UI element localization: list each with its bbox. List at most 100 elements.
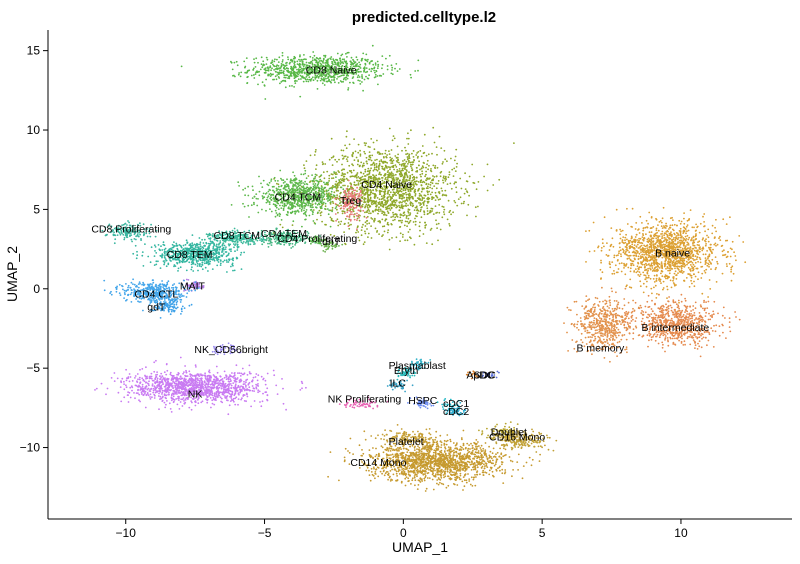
cell-point [279,223,282,226]
cell-point [424,175,426,178]
cell-point [348,188,351,190]
cell-point [451,168,454,171]
cell-point [319,180,321,183]
cell-point [231,263,234,266]
cell-point [253,203,255,206]
cell-point [454,170,457,173]
cell-point [367,232,370,235]
cell-point [288,207,290,210]
cell-point [398,168,401,170]
cell-point [463,200,465,203]
cell-point [309,188,311,191]
cell-point [429,169,432,172]
cell-point [247,185,250,188]
cell-point [149,235,152,238]
cell-point [460,187,463,190]
cell-point [155,260,158,263]
cell-point [273,60,276,63]
cell-point [433,141,436,144]
cell-point [372,141,375,144]
cell-point [314,183,317,185]
cell-point [380,210,382,212]
cell-point [347,179,350,182]
cell-point [377,201,380,204]
cell-point [396,169,399,171]
cell-point [353,138,355,141]
cell-point [381,210,384,213]
cell-point [400,221,403,224]
cell-point [360,176,362,179]
cell-point [268,181,271,184]
cell-point [397,158,399,161]
cell-point [420,155,423,158]
cell-point [322,62,324,64]
cell-point [369,205,371,207]
cell-point [366,200,369,203]
cell-point [316,203,319,206]
cell-point [329,203,332,205]
cell-point [322,201,325,204]
cell-point [373,69,375,72]
cell-point [228,248,231,251]
cell-point [373,197,376,200]
cell-point [418,197,420,200]
cell-point [391,73,394,76]
cell-point [302,68,305,71]
cell-point [346,66,349,69]
cell-point [441,216,444,219]
cell-point [441,190,444,192]
cell-point [233,61,236,64]
cell-point [422,233,425,235]
cell-point [225,246,227,249]
cell-point [181,261,184,263]
cell-point [215,248,217,251]
cell-point [269,72,272,75]
cell-point [190,263,193,266]
cell-point [292,185,295,187]
cell-point [235,60,238,63]
cell-point [419,204,421,207]
cell-point [358,209,361,212]
cell-point [314,222,317,225]
cell-point [277,67,280,70]
cell-point [442,161,444,163]
cell-point [277,180,279,182]
cell-point [320,174,323,177]
cell-point [209,242,212,245]
cell-point [270,178,273,181]
cell-point [342,184,344,187]
cell-point [387,211,390,214]
cell-point [366,209,369,212]
cell-point [176,244,179,247]
cell-point [376,230,379,232]
cell-point [286,214,289,217]
cell-point [355,174,357,177]
cell-point [219,241,222,244]
cell-point [310,208,313,211]
cell-point [312,220,315,222]
cell-point [363,175,366,177]
cell-point [173,265,175,268]
cell-point [384,161,387,164]
cell-point [324,250,326,253]
cell-point [286,74,289,77]
cell-point [384,203,387,206]
cell-point [260,63,263,66]
cell-point [272,232,275,234]
cell-point [279,188,282,191]
cell-point [378,168,380,171]
cell-point [303,183,306,186]
cell-point [365,53,368,56]
cell-point [305,183,308,185]
cell-point [293,66,296,69]
cell-point [352,73,355,76]
cell-point [401,201,403,204]
cell-point [279,67,282,69]
cell-point [365,67,368,69]
cell-point [411,169,414,172]
cell-point [328,71,331,74]
cell-point [343,74,345,77]
cell-point [383,195,386,198]
cell-point [280,71,283,74]
cell-point [398,68,401,70]
